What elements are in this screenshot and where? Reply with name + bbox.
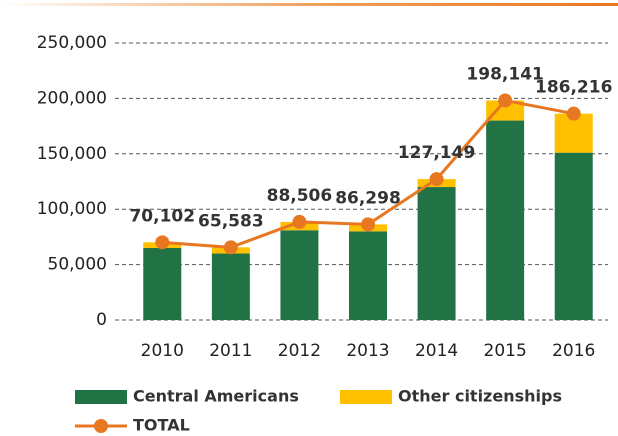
total-point <box>155 235 170 250</box>
data-label: 198,141 <box>466 64 543 84</box>
legend-label: TOTAL <box>133 416 190 435</box>
y-tick-label: 0 <box>96 310 107 330</box>
bar-segment <box>417 187 456 320</box>
data-label: 65,583 <box>198 211 264 231</box>
bar-segment <box>554 152 593 320</box>
legend-swatch <box>75 390 127 404</box>
bar-segment <box>486 120 525 320</box>
x-tick-label: 2015 <box>484 341 527 361</box>
data-label: 127,149 <box>398 143 475 163</box>
bar-segment <box>349 231 387 320</box>
total-point <box>292 214 307 229</box>
y-tick-label: 100,000 <box>37 199 107 219</box>
data-label: 86,298 <box>335 188 401 208</box>
data-label: 186,216 <box>535 78 612 98</box>
total-point <box>223 240 238 255</box>
data-label: 88,506 <box>267 186 333 206</box>
y-tick-label: 200,000 <box>37 88 107 108</box>
bar-segment <box>280 230 319 320</box>
legend-label: Central Americans <box>133 387 299 406</box>
x-tick-label: 2011 <box>209 341 252 361</box>
y-tick-label: 50,000 <box>48 255 107 275</box>
x-tick-label: 2014 <box>415 341 458 361</box>
total-point <box>361 217 375 232</box>
y-tick-label: 250,000 <box>37 33 107 53</box>
legend-marker <box>94 419 108 433</box>
legend-label: Other citizenships <box>398 387 562 406</box>
x-tick-label: 2016 <box>552 341 595 361</box>
y-tick-label: 150,000 <box>37 144 107 164</box>
total-point <box>566 106 581 121</box>
data-label: 70,102 <box>129 206 195 226</box>
bar-segment <box>486 100 525 121</box>
total-point <box>429 172 444 187</box>
x-tick-label: 2010 <box>141 341 184 361</box>
bar-segment <box>211 253 250 320</box>
header-rule <box>0 3 618 6</box>
bar-segment <box>143 247 182 320</box>
total-point <box>498 93 513 108</box>
x-tick-label: 2012 <box>278 341 321 361</box>
x-tick-label: 2013 <box>346 341 389 361</box>
legend-swatch <box>340 390 392 404</box>
